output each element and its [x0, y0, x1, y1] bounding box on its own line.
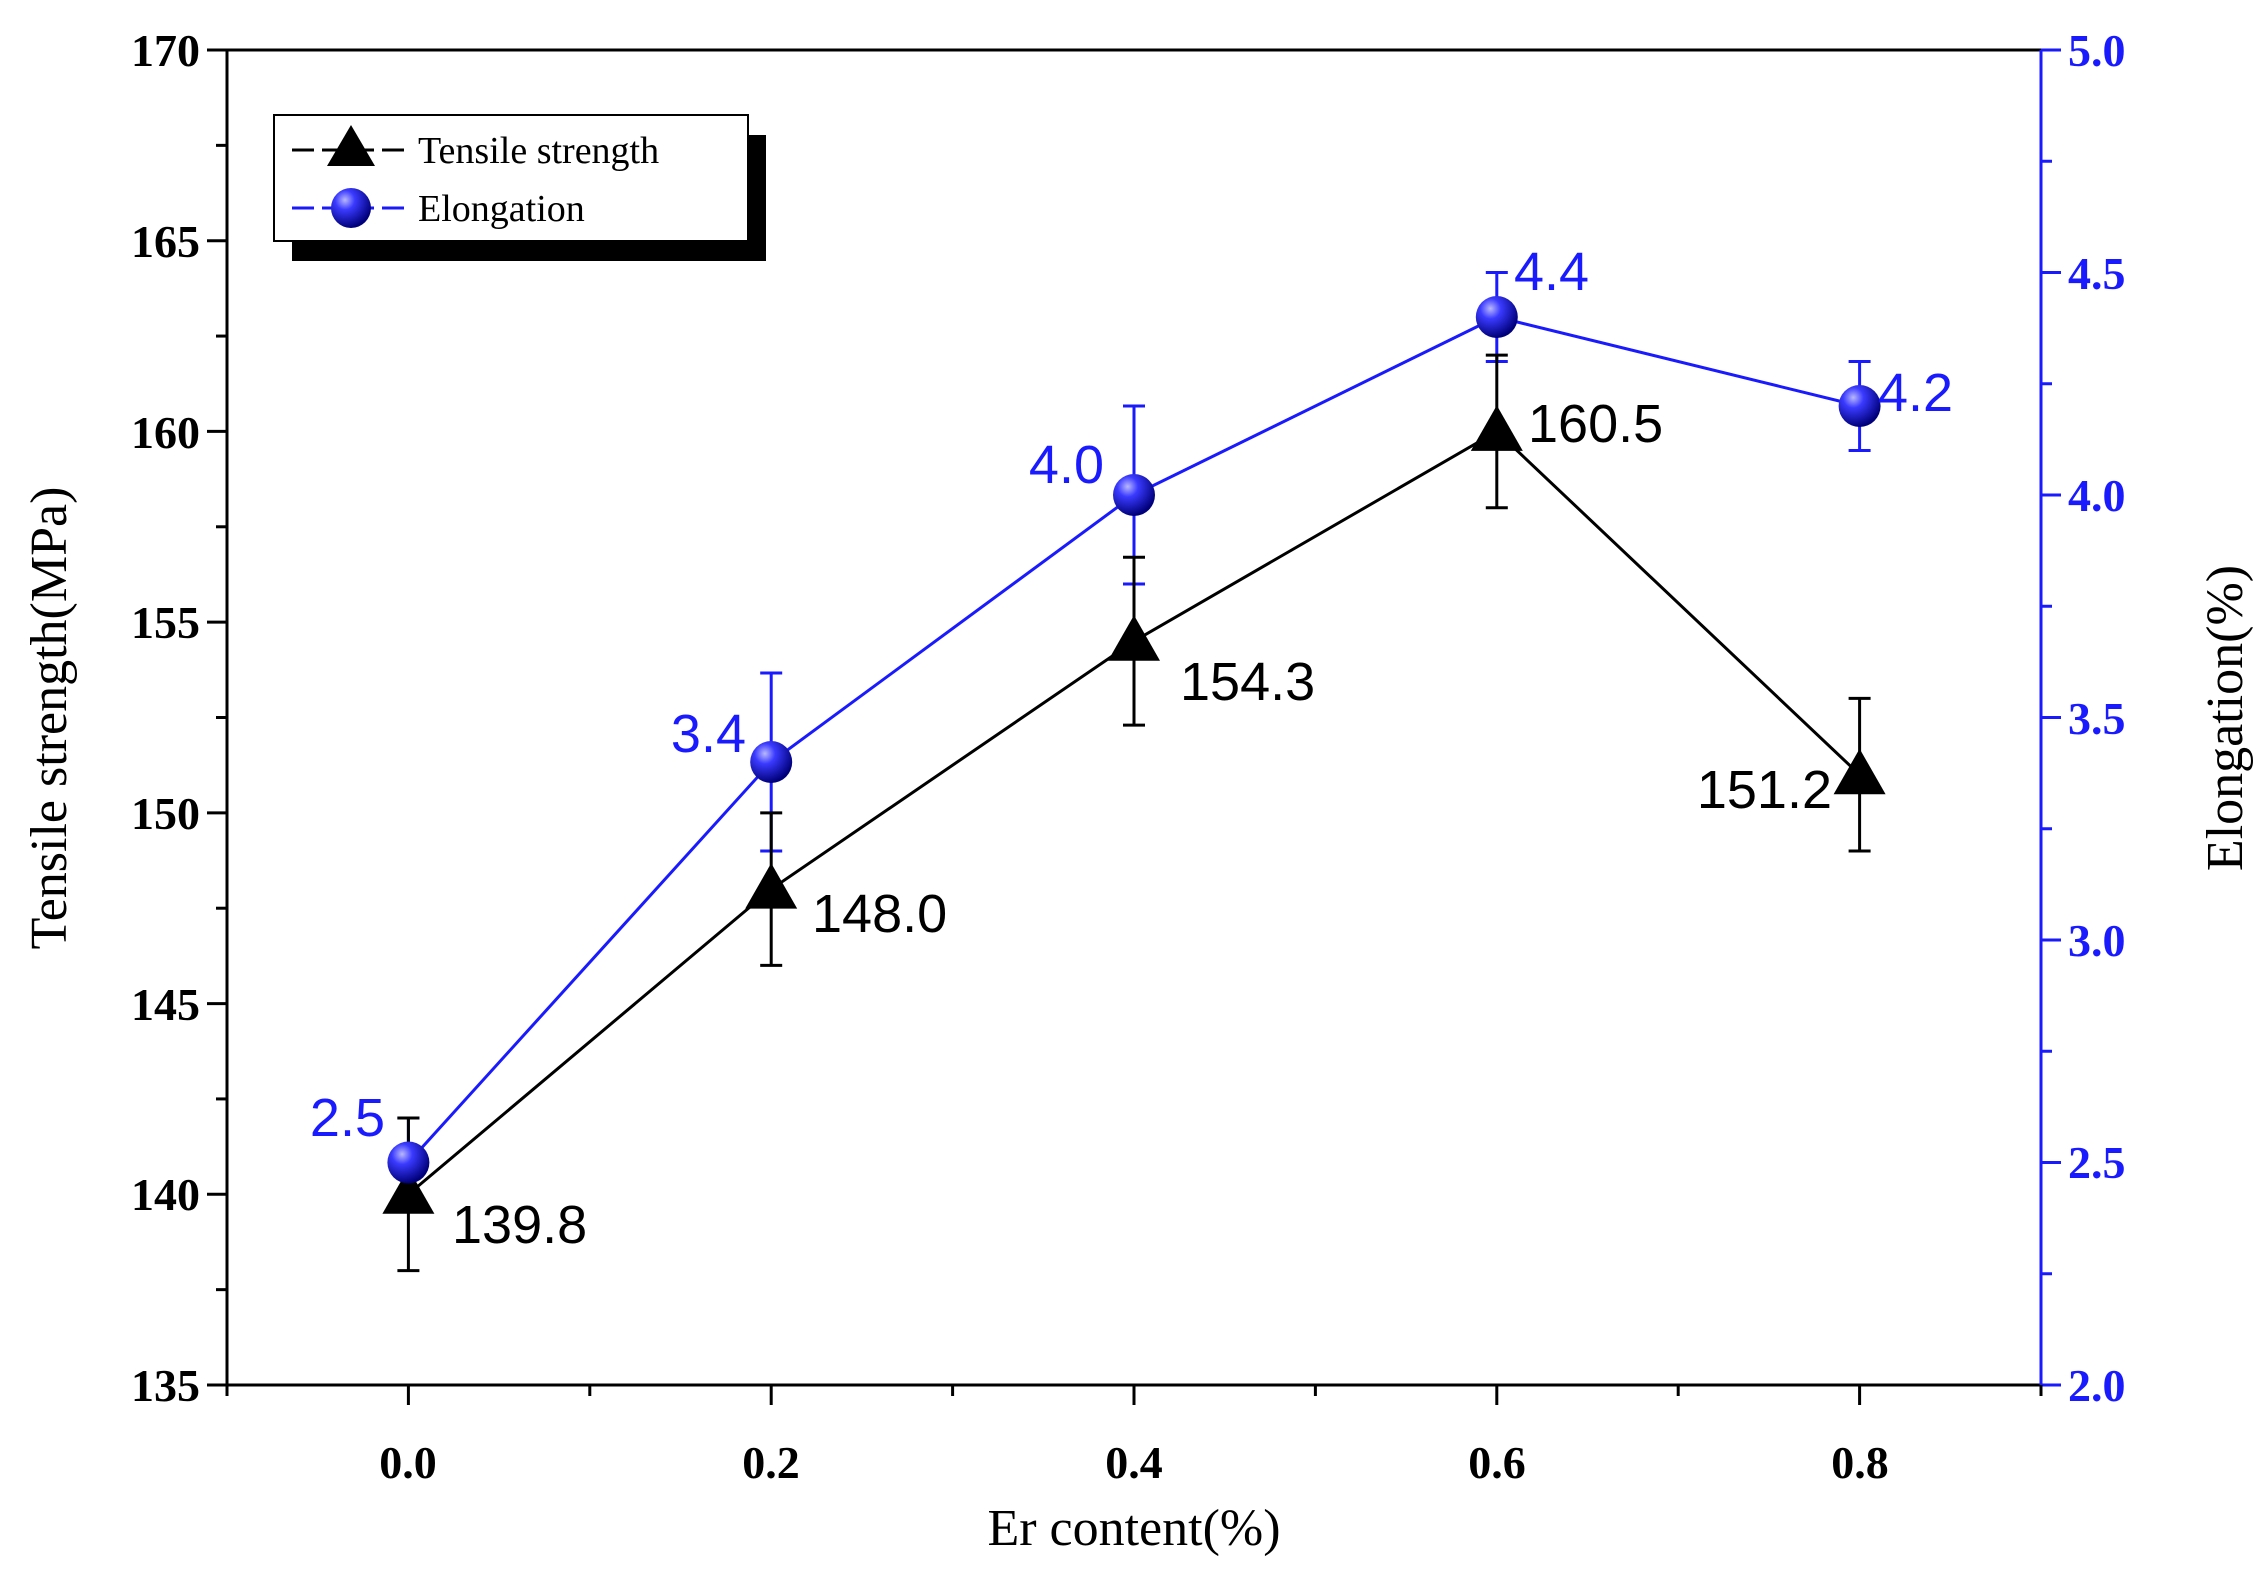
legend-triangle-icon: [327, 125, 375, 166]
right-tick-label: 3.5: [2068, 693, 2126, 744]
tensile-data-label: 160.5: [1528, 394, 1663, 454]
right-tick-label: 3.0: [2068, 915, 2126, 966]
legend: Tensile strength Elongation: [273, 114, 766, 261]
left-tick-label: 155: [131, 597, 200, 648]
x-axis-title: Er content(%): [987, 1500, 1280, 1557]
x-tick-label: 0.6: [1468, 1437, 1526, 1488]
left-tick-label: 145: [131, 979, 200, 1030]
tensile-triangle-marker: [1833, 748, 1886, 795]
tensile-triangle-marker: [745, 863, 798, 909]
legend-circle-icon: [331, 188, 371, 228]
elongation-data-label: 3.4: [671, 704, 746, 764]
elongation-circle-marker: [387, 1141, 430, 1184]
right-tick-label: 4.0: [2068, 470, 2126, 521]
tensile-data-label: 154.3: [1180, 652, 1315, 712]
left-tick-label: 140: [131, 1169, 200, 1220]
right-tick-label: 5.0: [2068, 25, 2126, 76]
left-tick-label: 150: [131, 788, 200, 839]
left-axis-title: Tensile strength(MPa): [21, 487, 78, 950]
tensile-triangle-marker: [382, 1168, 435, 1214]
elongation-circle-marker: [1113, 474, 1155, 516]
x-tick-label: 0.4: [1105, 1437, 1163, 1488]
legend-label-tensile: Tensile strength: [418, 130, 659, 172]
left-tick-label: 135: [131, 1360, 200, 1411]
left-tick-label: 160: [131, 407, 200, 458]
series-layer: [382, 271, 1886, 1273]
elongation-data-label: 2.5: [310, 1088, 385, 1148]
elongation-data-label: 4.4: [1514, 242, 1589, 302]
ticks-layer: [207, 48, 2061, 1405]
tensile-data-label: 148.0: [812, 884, 947, 944]
right-axis-title: Elongation(%): [2197, 565, 2254, 871]
left-tick-label: 170: [131, 25, 200, 76]
tensile-triangle-marker: [1470, 405, 1523, 451]
elongation-circle-marker: [1838, 385, 1881, 427]
tensile-triangle-marker: [1108, 615, 1160, 661]
x-tick-label: 0.0: [379, 1437, 437, 1488]
tensile-data-label: 151.2: [1697, 760, 1832, 820]
elongation-circle-marker: [1475, 296, 1518, 338]
x-tick-label: 0.2: [742, 1437, 800, 1488]
tick-labels: 135 140 145 150 155 160 165 170 2.0 2.5 …: [131, 25, 2126, 1488]
right-tick-label: 2.5: [2068, 1137, 2126, 1188]
elongation-circle-marker: [750, 741, 793, 783]
right-tick-label: 2.0: [2068, 1360, 2126, 1411]
legend-label-elongation: Elongation: [418, 188, 585, 230]
elongation-data-label: 4.2: [1878, 363, 1953, 423]
data-labels-layer: 139.8 148.0 154.3 160.5 151.2 2.5 3.4 4.…: [310, 242, 1953, 1255]
left-tick-label: 165: [131, 216, 200, 267]
right-tick-label: 4.5: [2068, 248, 2126, 299]
tensile-data-label: 139.8: [452, 1195, 587, 1255]
elongation-data-label: 4.0: [1029, 435, 1104, 495]
x-tick-label: 0.8: [1831, 1437, 1889, 1488]
